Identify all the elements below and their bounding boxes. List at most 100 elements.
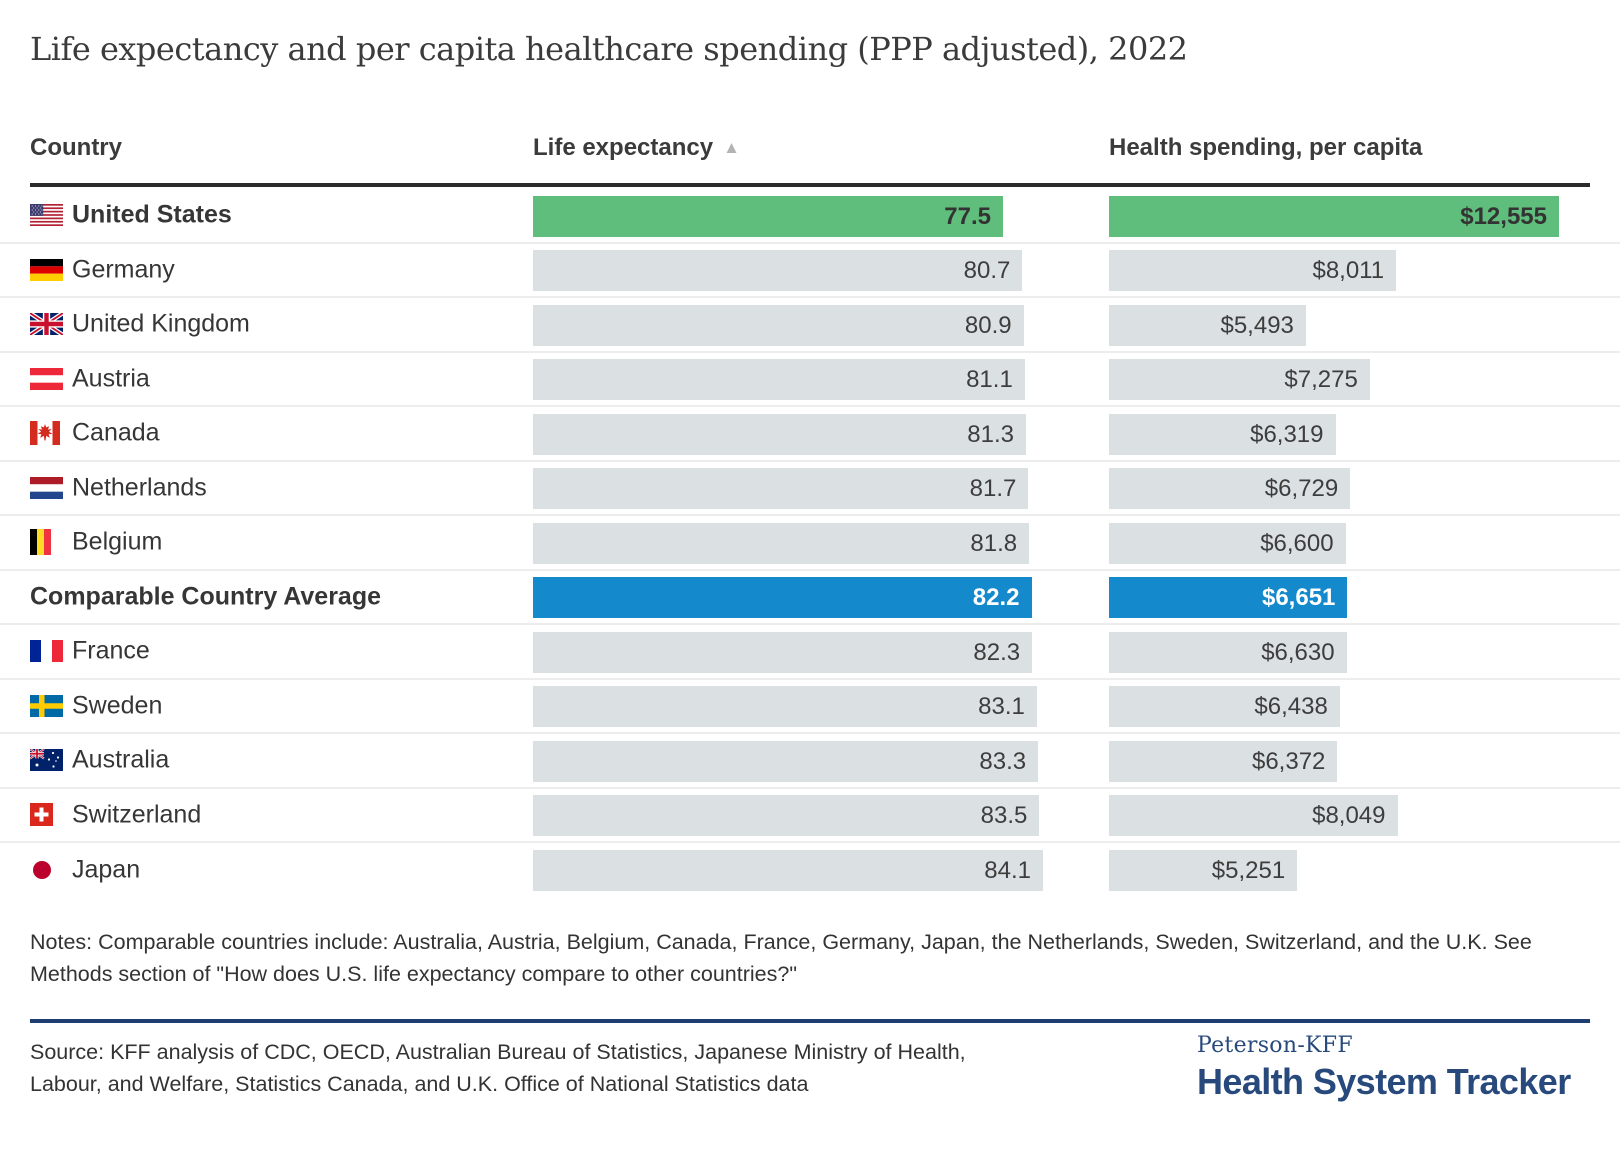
flag-belgium-icon xyxy=(30,528,64,556)
flag-sweden-icon xyxy=(30,692,64,720)
life-expectancy-bar: 80.7 xyxy=(533,250,1023,291)
life-expectancy-value: 81.7 xyxy=(969,475,1017,502)
flag-united-states-icon xyxy=(30,201,64,229)
table-row: United Kingdom 80.9 $5,493 xyxy=(0,298,1620,353)
table-row: France 82.3 $6,630 xyxy=(0,625,1620,680)
health-spending-value: $6,729 xyxy=(1264,475,1339,502)
health-spending-bar: $5,251 xyxy=(1109,849,1298,891)
notes-text: Notes: Comparable countries include: Aus… xyxy=(30,930,1532,987)
health-spending-value: $6,651 xyxy=(1261,584,1336,611)
life-expectancy-value: 77.5 xyxy=(944,202,991,230)
table-row: United States 77.5 $12,555 xyxy=(0,189,1620,244)
health-spending-bar: $6,319 xyxy=(1109,413,1336,455)
source-text: Source: KFF analysis of CDC, OECD, Austr… xyxy=(30,1040,966,1097)
flag-netherlands-icon xyxy=(30,474,64,502)
sort-ascending-icon: ▲ xyxy=(723,138,740,157)
flag-switzerland-icon xyxy=(30,801,64,829)
life-expectancy-bar: 77.5 xyxy=(533,195,1003,237)
column-header-life-expectancy[interactable]: Life expectancy ▲ xyxy=(533,134,740,162)
country-label: Austria xyxy=(72,364,150,393)
logo-peterson-kff-text: Peterson-KFF xyxy=(1197,1033,1353,1058)
life-expectancy-value: 80.7 xyxy=(963,257,1011,284)
flag-germany-icon xyxy=(30,256,64,284)
health-spending-bar: $6,372 xyxy=(1109,740,1338,782)
health-spending-bar: $6,729 xyxy=(1109,468,1351,509)
life-expectancy-bar: 81.3 xyxy=(533,413,1026,455)
life-expectancy-value: 81.8 xyxy=(970,529,1018,557)
footer-divider xyxy=(30,1019,1590,1023)
health-spending-value: $5,251 xyxy=(1211,856,1286,884)
table-row: Belgium 81.8 $6,600 xyxy=(0,516,1620,571)
life-expectancy-bar: 84.1 xyxy=(533,849,1043,891)
health-spending-bar: $6,630 xyxy=(1109,631,1347,673)
country-label: United Kingdom xyxy=(72,309,250,338)
country-label: Netherlands xyxy=(72,473,207,502)
page-title: Life expectancy and per capita healthcar… xyxy=(30,30,1188,68)
column-header-country[interactable]: Country xyxy=(30,134,122,161)
flag-australia-icon xyxy=(30,746,64,774)
life-expectancy-bar: 81.7 xyxy=(533,468,1029,509)
table-row: Switzerland 83.5 $8,049 xyxy=(0,789,1620,843)
life-expectancy-value: 82.3 xyxy=(973,638,1021,666)
health-spending-bar: $6,600 xyxy=(1109,522,1346,564)
flag-canada-icon xyxy=(30,419,64,447)
health-spending-value: $6,372 xyxy=(1251,747,1326,775)
table-header-rule xyxy=(30,183,1590,187)
table-row: Comparable Country Average 82.2 $6,651 xyxy=(0,571,1620,625)
table-row: Germany 80.7 $8,011 xyxy=(0,244,1620,298)
health-spending-value: $6,630 xyxy=(1261,638,1335,666)
country-label: Canada xyxy=(72,418,160,447)
life-expectancy-value: 82.2 xyxy=(972,584,1020,611)
health-spending-bar: $6,651 xyxy=(1109,577,1348,618)
health-spending-value: $6,319 xyxy=(1250,420,1324,448)
life-expectancy-value: 81.1 xyxy=(966,366,1013,393)
peterson-kff-health-system-tracker-logo[interactable]: Peterson-KFF Health System Tracker xyxy=(1197,1033,1597,1103)
life-expectancy-bar: 83.5 xyxy=(533,795,1040,836)
life-expectancy-value: 81.3 xyxy=(967,420,1014,448)
health-spending-value: $8,049 xyxy=(1312,802,1386,829)
table-row: Sweden 83.1 $6,438 xyxy=(0,680,1620,734)
table-row: Canada 81.3 $6,319 xyxy=(0,407,1620,462)
table-row: Austria 81.1 $7,275 xyxy=(0,353,1620,407)
table-body: United States 77.5 $12,555 Germany 80.7 … xyxy=(0,189,1620,898)
country-label: France xyxy=(72,636,150,665)
health-spending-bar: $8,011 xyxy=(1109,250,1397,291)
health-spending-value: $6,600 xyxy=(1260,529,1334,557)
country-label: United States xyxy=(72,200,232,229)
life-expectancy-bar: 82.2 xyxy=(533,577,1032,618)
health-spending-value: $8,011 xyxy=(1312,257,1385,284)
country-label: Germany xyxy=(72,255,175,284)
life-expectancy-bar: 83.1 xyxy=(533,686,1037,727)
life-expectancy-bar: 80.9 xyxy=(533,304,1024,346)
health-spending-value: $7,275 xyxy=(1284,366,1358,393)
life-expectancy-value: 80.9 xyxy=(964,311,1012,339)
life-expectancy-value: 83.3 xyxy=(979,747,1027,775)
flag-austria-icon xyxy=(30,365,64,393)
health-spending-bar: $8,049 xyxy=(1109,795,1398,836)
country-label: Australia xyxy=(72,745,170,774)
health-spending-bar: $6,438 xyxy=(1109,686,1340,727)
table-row: Netherlands 81.7 $6,729 xyxy=(0,462,1620,516)
country-label: Comparable Country Average xyxy=(30,582,382,611)
life-expectancy-value: 83.5 xyxy=(980,802,1028,829)
life-expectancy-value: 84.1 xyxy=(984,856,1031,884)
country-label: Sweden xyxy=(72,691,163,720)
flag-japan-icon xyxy=(30,856,64,884)
country-label: Switzerland xyxy=(72,800,202,829)
flag-france-icon xyxy=(30,637,64,665)
health-spending-value: $12,555 xyxy=(1460,202,1547,230)
life-expectancy-bar: 81.8 xyxy=(533,522,1030,564)
health-spending-bar: $12,555 xyxy=(1109,195,1559,237)
life-expectancy-bar: 82.3 xyxy=(533,631,1033,673)
health-spending-bar: $7,275 xyxy=(1109,359,1370,400)
health-spending-value: $6,438 xyxy=(1254,693,1328,720)
country-label: Belgium xyxy=(72,527,163,556)
country-label: Japan xyxy=(72,855,141,884)
table-row: Australia 83.3 $6,372 xyxy=(0,734,1620,789)
column-header-health-spending[interactable]: Health spending, per capita xyxy=(1109,134,1423,161)
life-expectancy-bar: 83.3 xyxy=(533,740,1039,782)
life-expectancy-bar: 81.1 xyxy=(533,359,1025,400)
health-spending-value: $5,493 xyxy=(1220,311,1294,339)
column-header-life-expectancy-label: Life expectancy xyxy=(533,134,714,161)
